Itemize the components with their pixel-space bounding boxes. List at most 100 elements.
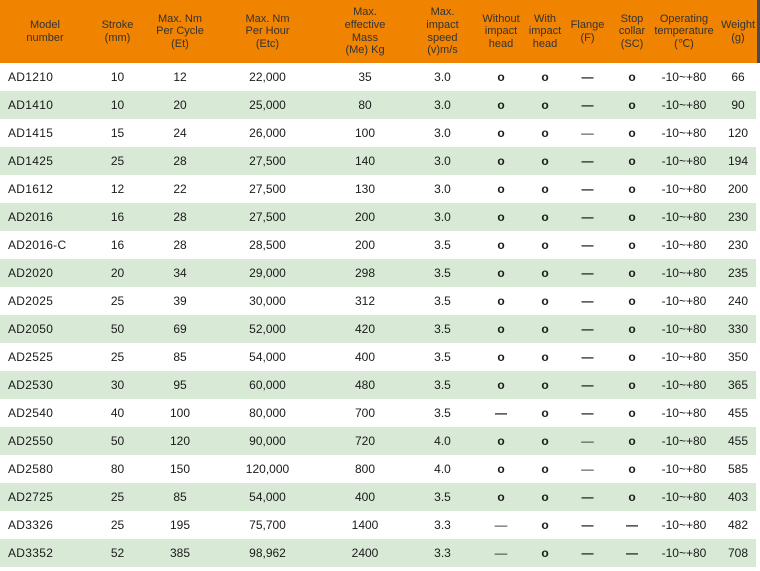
- cell: -10~+80: [661, 462, 707, 476]
- cell: o: [628, 350, 636, 364]
- cell: o: [628, 70, 636, 84]
- cell: 312: [354, 294, 376, 308]
- table-row: AD3326 25 195 75,700 1400 3.3 – o — — -10~+80 482: [0, 511, 756, 539]
- cell: o: [497, 294, 505, 308]
- cell: 194: [727, 154, 749, 168]
- cell: -10~+80: [661, 406, 707, 420]
- table-header-row: Model number Stroke (mm) Max. Nm Per Cycle…: [0, 0, 760, 63]
- cell: -10~+80: [661, 294, 707, 308]
- cell: o: [497, 182, 505, 196]
- cell: 140: [354, 154, 376, 168]
- cell: 10: [110, 98, 125, 112]
- cell: 130: [354, 182, 376, 196]
- model-number-cell: AD2525: [8, 350, 54, 364]
- cell: 120: [169, 434, 191, 448]
- cell: 330: [727, 322, 749, 336]
- model-number-cell: AD1210: [8, 70, 54, 84]
- cell: 4.0: [434, 462, 451, 476]
- cell: —: [581, 406, 594, 420]
- cell: o: [541, 546, 549, 560]
- cell: 482: [727, 518, 749, 532]
- model-number-cell: AD2725: [8, 490, 54, 504]
- cell: 3.0: [434, 126, 451, 140]
- cell: 75,700: [249, 518, 286, 532]
- table-row: AD2530 30 95 60,000 480 3.5 o o — o -10~+80 365: [0, 371, 756, 399]
- cell: 200: [354, 238, 376, 252]
- cell: o: [628, 238, 636, 252]
- cell: 3.5: [434, 490, 451, 504]
- cell: o: [541, 350, 549, 364]
- cell: o: [628, 266, 636, 280]
- cell: 98,962: [249, 546, 286, 560]
- table-row: AD2016 16 28 27,500 200 3.0 o o — o -10~+80 230: [0, 203, 756, 231]
- table-row: AD1210 10 12 22,000 35 3.0 o o — o -10~+80 66: [0, 63, 756, 91]
- cell: 3.5: [434, 378, 451, 392]
- cell: 25: [110, 518, 125, 532]
- table-row: AD2725 25 85 54,000 400 3.5 o o — o -10~+80 403: [0, 483, 756, 511]
- cell: 28: [173, 210, 187, 224]
- cell: 4.0: [434, 434, 451, 448]
- cell: o: [497, 378, 505, 392]
- table-row: AD2025 25 39 30,000 312 3.5 o o — o -10~+80 240: [0, 287, 756, 315]
- table-row: AD2540 40 100 80,000 700 3.5 — o — o -10~+80 455: [0, 399, 756, 427]
- cell: o: [541, 434, 549, 448]
- cell: o: [497, 70, 505, 84]
- model-number-cell: AD1425: [8, 154, 54, 168]
- cell: o: [628, 322, 636, 336]
- cell: o: [628, 490, 636, 504]
- table-row: AD2550 50 120 90,000 720 4.0 o o – o -10~+80 455: [0, 427, 756, 455]
- table-row: AD2016-C 16 28 28,500 200 3.5 o o — o -10~+80 230: [0, 231, 756, 259]
- cell: 3.3: [434, 518, 451, 532]
- cell: 27,500: [249, 210, 286, 224]
- table-row: AD1415 15 24 26,000 100 3.0 o o – o -10~+80 120: [0, 119, 756, 147]
- cell: —: [581, 238, 594, 252]
- cell: —: [581, 266, 594, 280]
- column-header-without: Without impact head: [482, 12, 520, 50]
- cell: —: [581, 518, 594, 532]
- cell: -10~+80: [661, 434, 707, 448]
- cell: 25: [110, 294, 125, 308]
- column-header-model: Model number: [26, 18, 64, 44]
- table-row: AD1410 10 20 25,000 80 3.0 o o — o -10~+80 90: [0, 91, 756, 119]
- header-right-edge: [757, 0, 760, 63]
- table-body: AD1210 10 12 22,000 35 3.0 o o — o -10~+80 66 AD1410…: [0, 63, 760, 567]
- cell: o: [628, 434, 636, 448]
- cell: 16: [110, 210, 125, 224]
- column-header-etc: Max. Nm Per Hour (Etc): [245, 12, 290, 50]
- cell: -10~+80: [661, 378, 707, 392]
- cell: 30,000: [249, 294, 286, 308]
- cell: 54,000: [249, 350, 286, 364]
- cell: 50: [110, 322, 125, 336]
- cell: 403: [727, 490, 749, 504]
- cell: 40: [110, 406, 125, 420]
- cell: 28: [173, 238, 187, 252]
- cell: o: [497, 126, 505, 140]
- model-number-cell: AD2580: [8, 462, 54, 476]
- cell: 27,500: [249, 154, 286, 168]
- cell: -10~+80: [661, 546, 707, 560]
- model-number-cell: AD3352: [8, 546, 54, 560]
- cell: 20: [110, 266, 125, 280]
- cell: 708: [727, 546, 749, 560]
- table-row: AD3352 52 385 98,962 2400 3.3 – o — — -10~+80 708: [0, 539, 756, 567]
- cell: 80: [358, 98, 372, 112]
- cell: —: [626, 546, 638, 560]
- cell: –: [581, 434, 594, 448]
- cell: o: [628, 154, 636, 168]
- cell: o: [541, 70, 549, 84]
- column-header-speed: Max. impact speed (v)m/s: [426, 6, 459, 57]
- cell: —: [581, 182, 594, 196]
- cell: -10~+80: [661, 322, 707, 336]
- cell: o: [497, 322, 505, 336]
- cell: 3.5: [434, 350, 451, 364]
- cell: 22: [173, 182, 187, 196]
- cell: 3.5: [434, 294, 451, 308]
- cell: 420: [354, 322, 376, 336]
- cell: o: [628, 98, 636, 112]
- cell: —: [626, 518, 638, 532]
- cell: 54,000: [249, 490, 286, 504]
- cell: 52,000: [249, 322, 286, 336]
- cell: 1400: [351, 518, 379, 532]
- cell: -10~+80: [661, 98, 707, 112]
